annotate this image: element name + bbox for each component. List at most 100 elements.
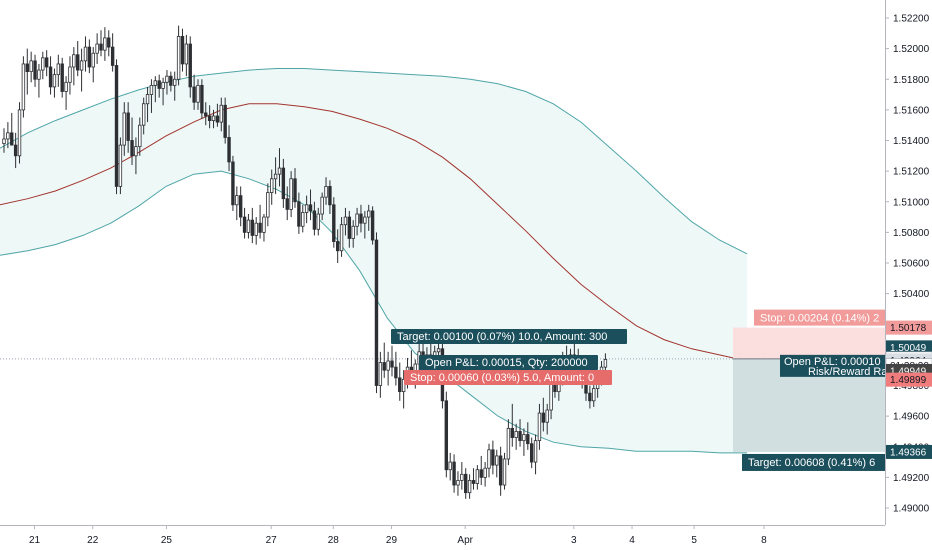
candle	[483, 462, 487, 487]
y-tick-label: 1.50600	[893, 259, 930, 270]
candle	[254, 217, 258, 245]
candle-body	[506, 427, 511, 460]
candle-body	[304, 204, 309, 213]
candle	[72, 47, 76, 86]
candle-body	[273, 173, 278, 180]
candle	[44, 50, 49, 77]
candle-body	[246, 219, 251, 233]
candle	[456, 471, 460, 496]
candle	[320, 192, 324, 221]
candle-body	[343, 216, 348, 226]
candle-body	[386, 360, 390, 371]
candle	[227, 125, 231, 172]
y-tick-label: 1.51800	[893, 75, 930, 86]
candle-body	[549, 382, 553, 411]
candle	[487, 443, 491, 478]
position-target-label-text: Target: 0.00608 (0.41%) 6	[748, 457, 875, 469]
candle	[29, 51, 33, 83]
candle	[374, 232, 379, 394]
order-label-layer[interactable]: Target: 0.00100 (0.07%) 10.0, Amount: 30…	[391, 329, 627, 385]
y-tick-label: 1.49000	[893, 504, 930, 515]
candle	[495, 449, 499, 478]
candle	[401, 370, 406, 409]
candle-body	[324, 186, 328, 198]
candle-body	[122, 112, 126, 146]
x-tick-label: 5	[691, 535, 697, 546]
candle	[242, 207, 247, 239]
position-pnl-label-bg	[780, 354, 885, 377]
candle	[238, 186, 243, 227]
candle-body	[254, 222, 258, 236]
order-label-target-text: Target: 0.00100 (0.07%) 10.0, Amount: 30…	[397, 331, 607, 343]
candle	[297, 192, 301, 234]
candle-body	[495, 455, 499, 466]
candle-body	[359, 213, 363, 224]
price-badge-bg	[886, 320, 932, 335]
candle-body	[207, 115, 212, 121]
position-stop-label[interactable]: Stop: 0.00204 (0.14%) 2	[754, 309, 885, 326]
candle	[464, 468, 468, 499]
candle	[95, 33, 99, 64]
candle-body	[6, 132, 10, 140]
order-label-open[interactable]: Open P&L: 0.00015, Qty: 200000	[419, 355, 598, 370]
candle	[60, 57, 64, 98]
order-label-stop[interactable]: Stop: 0.00060 (0.03%) 5.0, Amount: 0	[404, 370, 612, 385]
candle-body	[266, 192, 270, 218]
order-label-stop-text: Stop: 0.00060 (0.03%) 5.0, Amount: 0	[410, 372, 594, 384]
candle-body	[44, 57, 49, 68]
candle-body	[518, 431, 522, 442]
candle	[145, 86, 150, 123]
candle	[541, 397, 546, 432]
candle-body	[522, 434, 526, 442]
candle-body	[64, 81, 68, 92]
position-pnl-text: Open P&L: 0.00010	[784, 356, 881, 368]
x-tick-label: 4	[629, 535, 635, 546]
candle-body	[95, 43, 99, 54]
position-stop-label-bg	[754, 309, 885, 326]
position-target-label[interactable]: Target: 0.00608 (0.41%) 6	[742, 453, 885, 471]
position-tool-layer[interactable]: Stop: 0.00204 (0.14%) 2 Open P&L: 0.00010…	[0, 309, 888, 471]
candle	[196, 79, 200, 110]
candle	[347, 210, 352, 248]
candle	[114, 59, 119, 195]
candle	[293, 168, 297, 208]
candle-body	[52, 74, 57, 88]
order-label-target[interactable]: Target: 0.00100 (0.07%) 10.0, Amount: 30…	[391, 329, 627, 344]
y-tick-label: 1.52000	[893, 44, 930, 55]
candle	[25, 48, 29, 95]
price-badge: 1.49366	[886, 444, 932, 459]
candle	[398, 362, 402, 401]
candle	[498, 446, 503, 496]
candle-body	[114, 65, 119, 187]
candle-body	[394, 366, 398, 379]
candle	[149, 79, 154, 113]
candle	[130, 117, 134, 165]
candle	[215, 103, 220, 127]
candle-body	[103, 37, 107, 51]
candle	[467, 474, 472, 499]
stop-zone[interactable]	[733, 327, 885, 359]
candle	[169, 71, 173, 92]
candle-body	[308, 204, 313, 212]
candle	[444, 391, 449, 478]
candle-body	[157, 80, 161, 89]
candle	[316, 207, 320, 236]
candle-body	[545, 409, 549, 423]
price-badge-layer: 1.501781.500491.499741.4996401:38:201.49…	[885, 320, 932, 459]
candle-body	[332, 204, 336, 242]
x-tick-label: 25	[161, 535, 173, 546]
candle	[219, 97, 223, 132]
candle	[510, 403, 514, 447]
candle-body	[184, 43, 189, 65]
candle	[281, 158, 286, 208]
candle	[17, 102, 22, 164]
candle	[10, 112, 14, 146]
candle-body	[289, 178, 293, 210]
candle-body	[351, 225, 355, 239]
candle	[99, 30, 103, 57]
candle-body	[250, 219, 255, 236]
candle	[211, 109, 216, 129]
